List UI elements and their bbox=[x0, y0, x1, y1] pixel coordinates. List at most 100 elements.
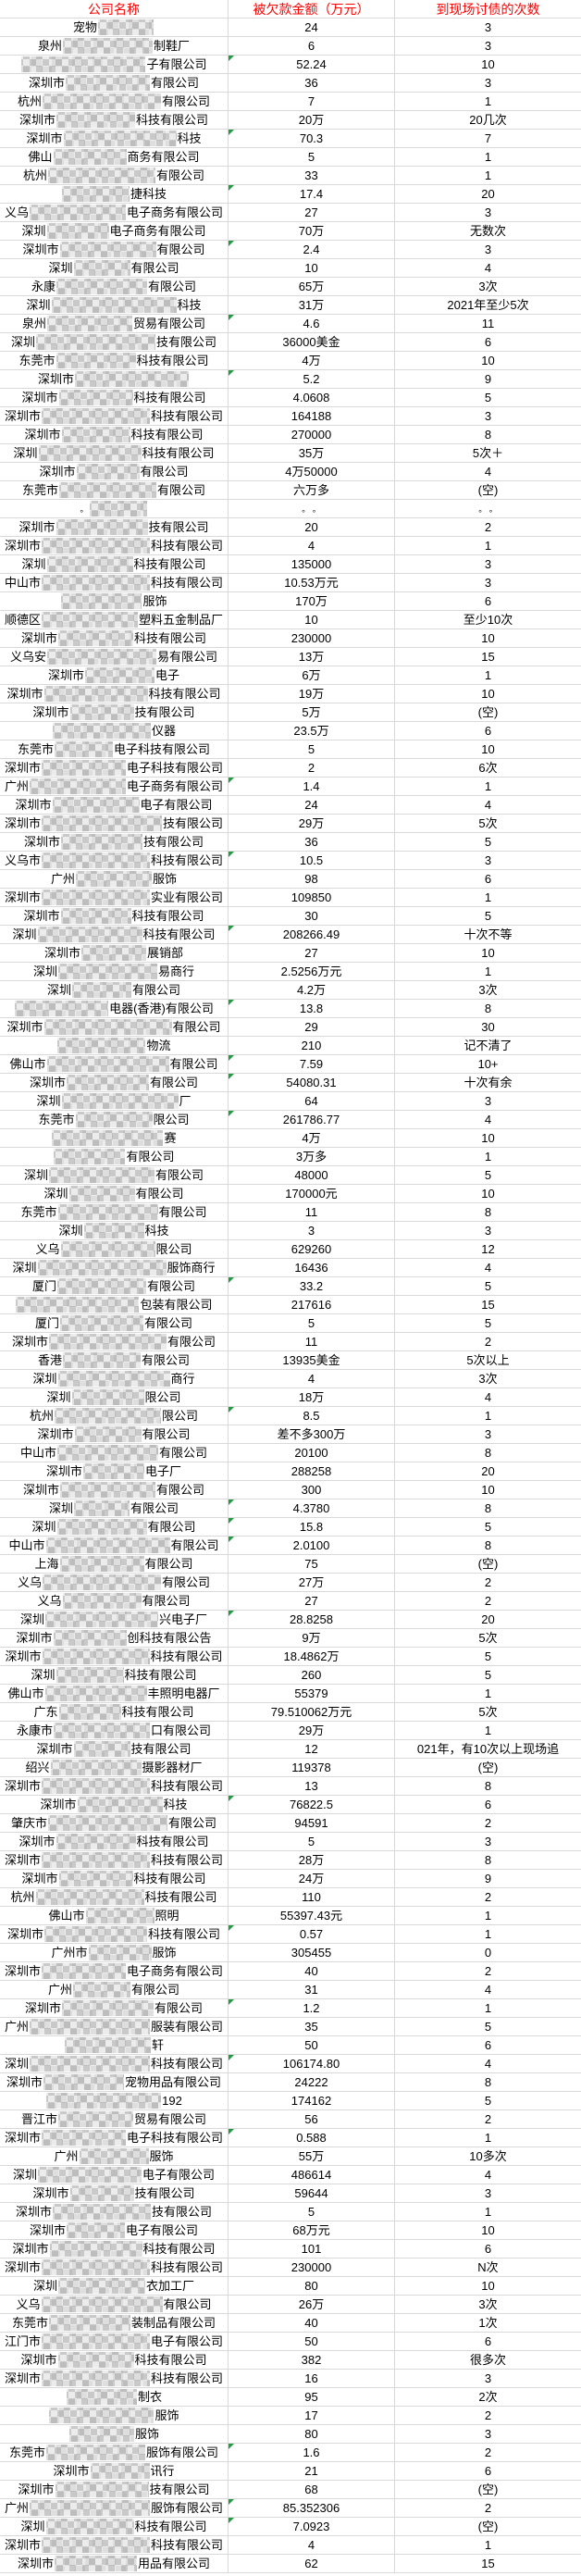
company-name-cell[interactable]: 仪器 bbox=[0, 722, 229, 740]
company-name-cell[interactable]: 杭州 科技有限公司 bbox=[0, 1888, 229, 1906]
amount-cell[interactable]: 288258 bbox=[229, 1462, 395, 1480]
visits-cell[interactable]: 2021年至少5次 bbox=[395, 296, 581, 314]
visits-cell[interactable]: N次 bbox=[395, 2259, 581, 2276]
amount-cell[interactable]: 75 bbox=[229, 1555, 395, 1573]
company-name-cell[interactable]: 义乌 有限公司 bbox=[0, 1592, 229, 1610]
visits-cell[interactable]: 3 bbox=[395, 74, 581, 92]
amount-cell[interactable]: 18万 bbox=[229, 1388, 395, 1406]
visits-cell[interactable]: 4 bbox=[395, 259, 581, 277]
company-name-cell[interactable]: 深圳市 科技有限公司 bbox=[0, 907, 229, 925]
company-name-cell[interactable]: 义乌市 科技有限公司 bbox=[0, 852, 229, 869]
amount-cell[interactable]: 23.5万 bbox=[229, 722, 395, 740]
company-name-cell[interactable]: 深圳 科技有限公司 bbox=[0, 2518, 229, 2535]
visits-cell[interactable]: 2 bbox=[395, 1888, 581, 1906]
amount-cell[interactable]: 27 bbox=[229, 1592, 395, 1610]
visits-cell[interactable]: 8 bbox=[395, 1203, 581, 1221]
company-name-cell[interactable]: 有限公司 bbox=[0, 1148, 229, 1165]
company-name-cell[interactable]: 电器(香港)有限公司 bbox=[0, 1000, 229, 1017]
visits-cell[interactable]: 4 bbox=[395, 796, 581, 814]
company-name-cell[interactable]: 深圳市 科技有限公司 bbox=[0, 537, 229, 554]
visits-cell[interactable]: 1 bbox=[395, 889, 581, 906]
company-name-cell[interactable]: 。 bbox=[0, 500, 229, 517]
amount-cell[interactable]: 36 bbox=[229, 74, 395, 92]
amount-cell[interactable]: 4万 bbox=[229, 1129, 395, 1147]
visits-cell[interactable]: 9 bbox=[395, 1870, 581, 1887]
amount-cell[interactable]: 3 bbox=[229, 1222, 395, 1239]
amount-cell[interactable]: 65万 bbox=[229, 278, 395, 295]
visits-cell[interactable]: 15 bbox=[395, 648, 581, 666]
amount-cell[interactable]: 33 bbox=[229, 167, 395, 184]
amount-cell[interactable]: 261786.77 bbox=[229, 1111, 395, 1128]
company-name-cell[interactable]: 服饰 bbox=[0, 2407, 229, 2424]
visits-cell[interactable]: 20 bbox=[395, 1462, 581, 1480]
visits-cell[interactable]: 2 bbox=[395, 2407, 581, 2424]
amount-cell[interactable]: 27 bbox=[229, 944, 395, 962]
company-name-cell[interactable]: 捷科技 bbox=[0, 185, 229, 203]
visits-cell[interactable]: (空) bbox=[395, 2518, 581, 2535]
visits-cell[interactable]: 5次 bbox=[395, 1629, 581, 1647]
company-name-cell[interactable]: 东莞市 装制品有限公司 bbox=[0, 2314, 229, 2332]
visits-cell[interactable]: 5 bbox=[395, 907, 581, 925]
amount-cell[interactable]: 109850 bbox=[229, 889, 395, 906]
amount-cell[interactable]: 18.4862万 bbox=[229, 1648, 395, 1665]
visits-cell[interactable]: 5 bbox=[395, 1648, 581, 1665]
company-name-cell[interactable]: 广州 有限公司 bbox=[0, 1981, 229, 1998]
amount-cell[interactable]: 6万 bbox=[229, 666, 395, 684]
amount-cell[interactable]: 17 bbox=[229, 2407, 395, 2424]
visits-cell[interactable]: 10 bbox=[395, 740, 581, 758]
amount-cell[interactable]: 62 bbox=[229, 2555, 395, 2572]
company-name-cell[interactable]: 东莞市 电子科技有限公司 bbox=[0, 740, 229, 758]
amount-cell[interactable]: 31万 bbox=[229, 296, 395, 314]
visits-cell[interactable]: 20 bbox=[395, 185, 581, 203]
amount-cell[interactable]: 11 bbox=[229, 1333, 395, 1350]
company-name-cell[interactable]: 深圳市 科技有限公司 bbox=[0, 629, 229, 647]
company-name-cell[interactable]: 深圳市 科技有限公司 bbox=[0, 2240, 229, 2258]
company-name-cell[interactable]: 物流 bbox=[0, 1037, 229, 1054]
column-header-owed-amount[interactable]: 被欠款金额（万元） bbox=[229, 0, 395, 18]
company-name-cell[interactable]: 东莞市 服饰有限公司 bbox=[0, 2444, 229, 2461]
visits-cell[interactable]: 10 bbox=[395, 352, 581, 369]
amount-cell[interactable]: 4万50000 bbox=[229, 463, 395, 480]
amount-cell[interactable]: 4.6 bbox=[229, 315, 395, 332]
company-name-cell[interactable]: 深圳市 技有限公司 bbox=[0, 2481, 229, 2498]
amount-cell[interactable]: 35 bbox=[229, 2018, 395, 2035]
amount-cell[interactable]: 8.5 bbox=[229, 1407, 395, 1425]
visits-cell[interactable]: 10 bbox=[395, 629, 581, 647]
visits-cell[interactable]: 2 bbox=[395, 1333, 581, 1350]
amount-cell[interactable]: 85.352306 bbox=[229, 2499, 395, 2517]
visits-cell[interactable]: 0 bbox=[395, 1944, 581, 1961]
company-name-cell[interactable]: 中山市 有限公司 bbox=[0, 1537, 229, 1554]
visits-cell[interactable]: 4 bbox=[395, 463, 581, 480]
amount-cell[interactable]: 13万 bbox=[229, 648, 395, 666]
company-name-cell[interactable]: 深圳市 有限公司 bbox=[0, 241, 229, 258]
company-name-cell[interactable]: 深圳市 科技有限公司 bbox=[0, 1870, 229, 1887]
visits-cell[interactable]: 10+ bbox=[395, 1055, 581, 1073]
amount-cell[interactable]: 48000 bbox=[229, 1166, 395, 1184]
amount-cell[interactable]: 10.5 bbox=[229, 852, 395, 869]
company-name-cell[interactable]: 广州 电子商务有限公司 bbox=[0, 778, 229, 795]
amount-cell[interactable]: 5 bbox=[229, 740, 395, 758]
visits-cell[interactable]: 记不清了 bbox=[395, 1037, 581, 1054]
company-name-cell[interactable]: 深圳 电子商务有限公司 bbox=[0, 222, 229, 240]
visits-cell[interactable]: 10多次 bbox=[395, 2147, 581, 2165]
company-name-cell[interactable]: 深圳 有限公司 bbox=[0, 1500, 229, 1517]
visits-cell[interactable]: (空) bbox=[395, 703, 581, 721]
amount-cell[interactable]: 6 bbox=[229, 37, 395, 55]
amount-cell[interactable]: 174162 bbox=[229, 2092, 395, 2109]
company-name-cell[interactable]: 佛山市 照明 bbox=[0, 1907, 229, 1924]
amount-cell[interactable]: 24222 bbox=[229, 2073, 395, 2091]
company-name-cell[interactable]: 深圳市 有限公司 bbox=[0, 1425, 229, 1443]
company-name-cell[interactable]: 深圳 科技 bbox=[0, 296, 229, 314]
amount-cell[interactable]: 11 bbox=[229, 1203, 395, 1221]
amount-cell[interactable]: 5 bbox=[229, 1833, 395, 1850]
visits-cell[interactable]: 8 bbox=[395, 2073, 581, 2091]
amount-cell[interactable]: 305455 bbox=[229, 1944, 395, 1961]
company-name-cell[interactable]: 深圳市 有限公司 bbox=[0, 74, 229, 92]
company-name-cell[interactable]: 厦门 有限公司 bbox=[0, 1277, 229, 1295]
company-name-cell[interactable]: 义乌 有限公司 bbox=[0, 1574, 229, 1591]
amount-cell[interactable]: 5.2 bbox=[229, 370, 395, 388]
amount-cell[interactable]: 382 bbox=[229, 2351, 395, 2369]
amount-cell[interactable]: 55397.43元 bbox=[229, 1907, 395, 1924]
visits-cell[interactable]: 3 bbox=[395, 241, 581, 258]
visits-cell[interactable]: 6次 bbox=[395, 759, 581, 777]
